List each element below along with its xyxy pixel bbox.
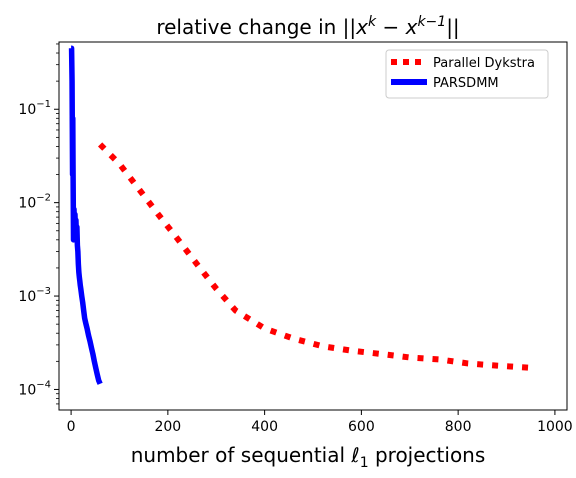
legend-frame — [385, 49, 549, 99]
y-axis: 10−1 10−2 10−3 10−4 — [18, 43, 59, 405]
y-tick-label: 10−3 — [18, 286, 51, 305]
plot-area — [68, 45, 534, 385]
y-tick-label: 10−4 — [18, 379, 51, 398]
y-tick-label: 10−2 — [18, 193, 51, 212]
chart-title: relative change in ||xk − xk−1|| — [156, 14, 459, 39]
legend-label: Parallel Dykstra — [433, 56, 535, 71]
axes-frame — [58, 41, 568, 411]
x-tick-label: 400 — [251, 419, 278, 435]
x-tick-label: 600 — [348, 419, 375, 435]
y-tick-label: 10−1 — [18, 99, 51, 118]
x-tick-label: 200 — [154, 419, 181, 435]
x-tick-label: 1000 — [537, 419, 573, 435]
legend-label: PARSDMM — [433, 76, 499, 91]
x-axis-title: number of sequential ℓ1 projections — [131, 443, 486, 471]
legend: Parallel Dykstra PARSDMM — [385, 49, 549, 99]
x-axis: 0 200 400 600 800 1000 — [67, 410, 573, 435]
series-line-parallel-dykstra — [97, 142, 534, 371]
x-tick-label: 0 — [67, 419, 76, 435]
series-line-parsdmm — [68, 45, 103, 385]
x-tick-label: 800 — [445, 419, 472, 435]
